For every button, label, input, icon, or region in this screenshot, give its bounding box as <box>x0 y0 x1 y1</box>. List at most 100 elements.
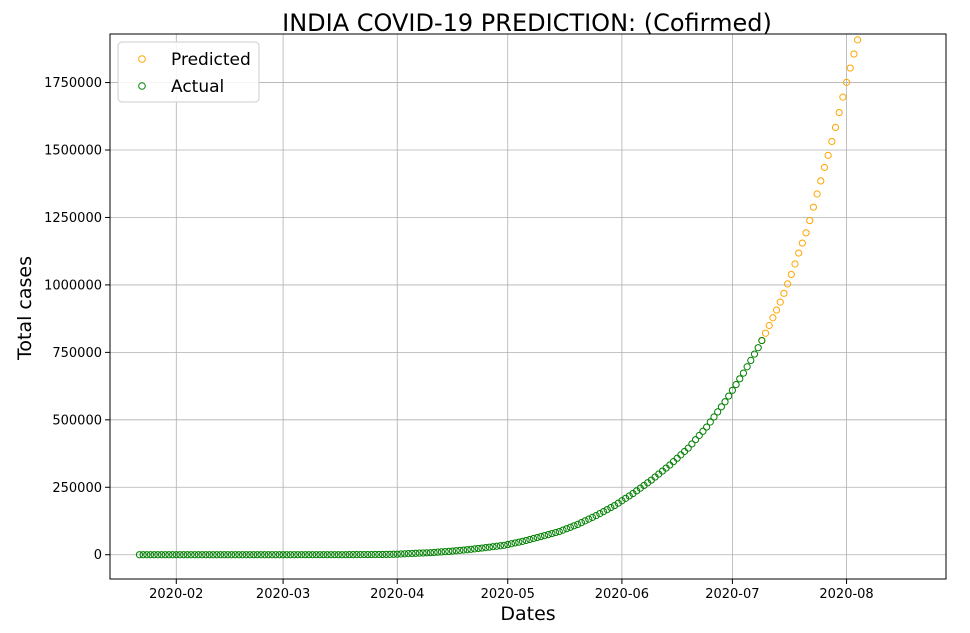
actual-point <box>389 550 398 558</box>
legend-label-predicted: Predicted <box>171 50 251 70</box>
actual-point <box>688 440 696 448</box>
actual-point <box>275 551 284 559</box>
actual-point <box>710 413 718 421</box>
actual-point <box>356 551 365 559</box>
y-tick-label: 1000000 <box>44 278 102 293</box>
x-tick-label: 2020-03 <box>256 587 310 602</box>
actual-point <box>238 551 247 559</box>
actual-point <box>592 512 600 520</box>
actual-point <box>301 551 309 559</box>
actual-point <box>459 546 468 554</box>
x-tick-label: 2020-02 <box>149 587 203 602</box>
plot-frame <box>109 33 947 580</box>
actual-point <box>154 551 162 559</box>
legend-label-actual: Actual <box>171 77 224 97</box>
actual-point <box>161 551 169 559</box>
actual-point <box>169 551 177 559</box>
actual-point <box>482 544 490 552</box>
actual-point <box>283 551 291 559</box>
predicted-point <box>769 314 777 322</box>
predicted-point <box>842 78 851 86</box>
actual-point <box>463 546 471 554</box>
predicted-point <box>835 108 843 117</box>
actual-point <box>257 551 265 559</box>
actual-point <box>574 520 582 529</box>
actual-point <box>500 541 508 549</box>
predicted-point <box>784 280 792 288</box>
y-tick-label: 250000 <box>52 481 102 496</box>
legend: Predicted Actual <box>117 41 260 103</box>
actual-point <box>308 551 317 559</box>
actual-point <box>434 548 442 556</box>
predicted-point <box>761 329 770 337</box>
actual-point <box>224 551 232 559</box>
actual-point <box>378 550 387 559</box>
chart-title: INDIA COVID-19 PREDICTION: (Cofirmed) <box>282 9 772 37</box>
grid <box>110 34 946 579</box>
x-tick-label: 2020-08 <box>819 587 873 602</box>
actual-point <box>725 392 733 400</box>
actual-point <box>242 551 250 559</box>
actual-point <box>739 369 748 377</box>
actual-point <box>607 503 615 512</box>
actual-point <box>231 551 239 559</box>
actual-point <box>559 526 567 534</box>
actual-point <box>205 551 214 559</box>
actual-point <box>610 501 619 510</box>
actual-point <box>349 551 357 559</box>
actual-point <box>202 551 210 559</box>
actual-point <box>728 386 736 394</box>
actual-point <box>548 529 556 538</box>
actual-point <box>552 528 560 537</box>
predicted-point <box>828 137 836 146</box>
actual-point <box>209 551 217 559</box>
actual-point <box>470 545 479 553</box>
actual-point <box>183 551 191 559</box>
actual-point <box>360 550 368 559</box>
predicted-point <box>802 229 810 237</box>
actual-point <box>143 551 151 559</box>
x-tick-label: 2020-06 <box>595 587 649 602</box>
actual-point <box>430 548 438 557</box>
actual-point <box>522 536 530 545</box>
actual-point <box>585 515 593 523</box>
actual-point <box>320 551 328 559</box>
actual-point <box>220 551 228 559</box>
actual-point <box>511 539 519 547</box>
actual-point <box>489 543 497 551</box>
actual-point <box>401 550 409 558</box>
actual-point <box>235 551 243 559</box>
actual-point <box>331 551 339 559</box>
predicted-point <box>806 216 814 225</box>
predicted-point <box>813 190 821 198</box>
actual-point <box>691 436 700 444</box>
actual-point <box>364 550 372 559</box>
predicted-point <box>820 163 829 172</box>
actual-point <box>419 549 427 557</box>
actual-point <box>699 427 707 435</box>
legend-marker-actual <box>138 82 146 90</box>
actual-point <box>146 551 155 559</box>
actual-point <box>669 458 678 466</box>
actual-point <box>555 527 563 536</box>
predicted-point <box>850 50 858 58</box>
actual-point <box>754 344 762 352</box>
actual-point <box>750 350 759 358</box>
actual-point <box>445 547 453 555</box>
actual-point <box>474 544 482 553</box>
actual-point <box>305 551 313 559</box>
actual-point <box>382 550 390 559</box>
actual-point <box>375 550 383 559</box>
predicted-point <box>831 123 840 132</box>
actual-point <box>191 551 199 559</box>
actual-point <box>353 551 361 559</box>
actual-point <box>507 540 516 548</box>
legend-box <box>117 41 260 103</box>
actual-point <box>342 551 350 559</box>
actual-point <box>327 551 335 559</box>
actual-point <box>345 551 353 559</box>
actual-point <box>581 517 589 525</box>
actual-point <box>599 507 608 516</box>
